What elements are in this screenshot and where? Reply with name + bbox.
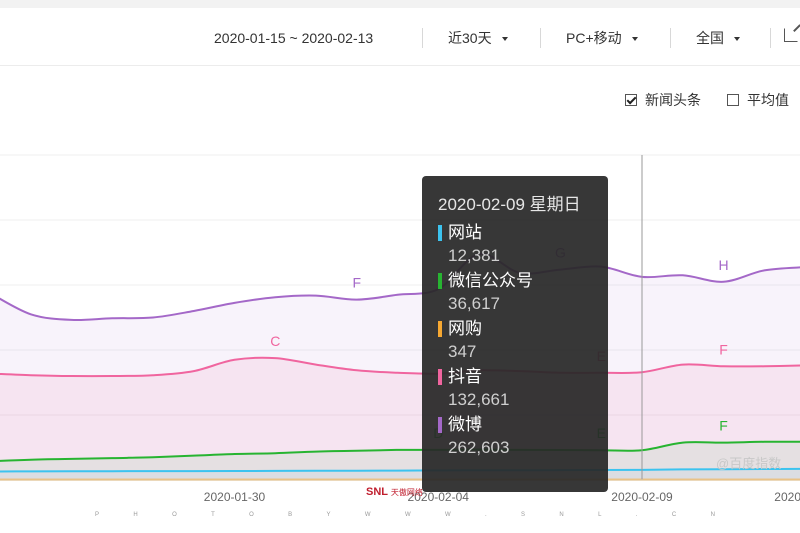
photo-credit-line: P H O T O B Y W W W. S N L. C N xyxy=(95,512,715,518)
caret-down-icon xyxy=(501,37,508,42)
legend-news-headline[interactable]: 新闻头条 xyxy=(625,90,701,110)
series-line xyxy=(0,253,800,322)
series-line xyxy=(0,356,800,378)
photo-credit-letter: W xyxy=(404,512,411,518)
photo-credit-letter: . xyxy=(485,512,487,518)
toolbar-divider xyxy=(422,28,423,48)
credit-sub: 天傲网络 xyxy=(390,488,423,497)
region-dropdown[interactable]: 全国 xyxy=(696,8,740,66)
event-marker-label: F xyxy=(719,418,728,434)
tooltip-series-label: 微信公众号 xyxy=(448,271,533,290)
tooltip-series-name: 微博 xyxy=(438,414,608,436)
tooltip-series-value: 347 xyxy=(448,342,477,361)
photo-credit-letter: O xyxy=(172,512,177,518)
photo-credit-letter: B xyxy=(288,512,293,518)
tooltip-row: 微博 262,603 xyxy=(438,414,608,459)
toolbar-divider xyxy=(770,28,771,48)
legend-label: 平均值 xyxy=(747,92,789,108)
photo-credit: SNL 天傲网络 xyxy=(366,486,423,498)
series-color-swatch xyxy=(438,273,442,289)
photo-credit-letter: T xyxy=(211,512,215,518)
series-line xyxy=(0,467,800,473)
tooltip-series-label: 网购 xyxy=(448,319,482,338)
device-dropdown[interactable]: PC+移动 xyxy=(566,8,638,66)
photo-credit-letter: P xyxy=(95,512,100,518)
event-marker-label: F xyxy=(719,341,728,357)
tooltip-series-name: 微信公众号 xyxy=(438,270,608,292)
tooltip-row: 抖音 132,661 xyxy=(438,366,608,411)
external-link-icon[interactable] xyxy=(784,28,798,42)
credit-brand: SNL xyxy=(366,486,388,498)
tooltip-series-name: 网站 xyxy=(438,222,608,244)
photo-credit-letter: . xyxy=(635,512,638,518)
tooltip-date: 2020-02-09 星期日 xyxy=(438,195,581,214)
tooltip-row: 微信公众号 36,617 xyxy=(438,270,608,315)
event-marker-label: F xyxy=(352,275,361,291)
x-tick-label: 2020-01-30 xyxy=(204,490,266,504)
tooltip-series-label: 微博 xyxy=(448,415,482,434)
region-label: 全国 xyxy=(696,30,724,46)
event-marker-label: C xyxy=(270,333,280,349)
period-dropdown[interactable]: 近30天 xyxy=(448,8,508,66)
photo-credit-letter: W xyxy=(364,512,371,518)
date-range-text: 2020-01-15 ~ 2020-02-13 xyxy=(214,30,374,46)
photo-credit-letter: N xyxy=(559,512,564,518)
photo-credit-letter: S xyxy=(521,512,526,518)
x-tick-label: 2020-02-13 xyxy=(774,490,800,504)
tooltip-series-value: 132,661 xyxy=(448,390,510,409)
tooltip-row: 网购 347 xyxy=(438,318,608,363)
period-label: 近30天 xyxy=(448,30,492,46)
watermark: @百度指数 xyxy=(716,456,782,471)
series-color-swatch xyxy=(438,369,442,385)
photo-credit-letter: L xyxy=(598,512,602,518)
legend-average[interactable]: 平均值 xyxy=(727,90,789,110)
tooltip-series-label: 网站 xyxy=(448,223,482,242)
photo-credit-letter: O xyxy=(249,512,254,518)
checkbox-icon[interactable] xyxy=(727,94,739,106)
photo-credit-letter: Y xyxy=(326,512,331,518)
checkbox-icon[interactable] xyxy=(625,94,637,106)
photo-credit-letter: H xyxy=(133,512,138,518)
tooltip-series-name: 抖音 xyxy=(438,366,608,388)
toolbar-divider xyxy=(670,28,671,48)
series-color-swatch xyxy=(438,225,442,241)
series-color-swatch xyxy=(438,417,442,433)
toolbar: 2020-01-15 ~ 2020-02-13 近30天 PC+移动 全国 xyxy=(0,8,800,66)
top-strip xyxy=(0,0,800,8)
tooltip-row: 网站 12,381 xyxy=(438,222,608,267)
caret-down-icon xyxy=(734,37,740,42)
tooltip-series-value: 36,617 xyxy=(448,294,500,313)
photo-credit-letter: W xyxy=(444,512,451,518)
device-label: PC+移动 xyxy=(566,30,622,46)
chart-tooltip: 2020-02-09 星期日 网站 12,381 微信公众号 36,617 网购 347 抖… xyxy=(422,176,608,492)
tooltip-series-name: 网购 xyxy=(438,318,608,340)
toolbar-divider xyxy=(540,28,541,48)
tooltip-series-value: 12,381 xyxy=(448,246,500,265)
tooltip-series-label: 抖音 xyxy=(448,367,482,386)
x-tick-label: 2020-02-09 xyxy=(611,490,673,504)
series-color-swatch xyxy=(438,321,442,337)
photo-credit-letter: N xyxy=(710,512,715,518)
series-line xyxy=(0,440,800,462)
event-marker-label: H xyxy=(718,257,728,273)
x-tick-label: 2020-02-04 xyxy=(408,490,470,504)
photo-credit-letter: C xyxy=(671,512,677,518)
date-range-picker[interactable]: 2020-01-15 ~ 2020-02-13 xyxy=(214,8,373,66)
tooltip-series-value: 262,603 xyxy=(448,438,510,457)
caret-down-icon xyxy=(631,37,638,42)
legend-label: 新闻头条 xyxy=(645,92,701,108)
